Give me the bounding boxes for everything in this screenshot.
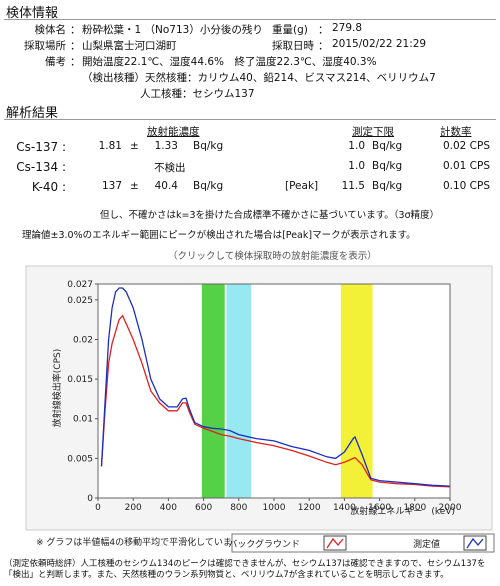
sep: ： <box>318 40 329 52</box>
rate: 0.02 CPS <box>442 140 490 152</box>
unit: Bq/kg <box>372 160 403 172</box>
plot-border <box>97 283 451 499</box>
x-tick-label: 600 <box>195 503 212 513</box>
y-axis-title: 放射線検出率(CPS) <box>51 349 63 427</box>
note: 但し、不確かさはk=3を掛けた合成標準不確かさに基づいています。（3σ精度） <box>100 210 440 221</box>
error: 1.33 <box>154 140 178 152</box>
remark: 人工核種：セシウム137 <box>140 88 255 100</box>
sep: ： <box>318 24 329 36</box>
sep: ： <box>70 40 81 52</box>
nuclide: Cs-134 : <box>16 160 66 174</box>
lld: 1.0 <box>348 140 365 152</box>
section-title: 検体情報 <box>6 6 59 21</box>
column-header: 計数率 <box>440 126 472 138</box>
x-tick-label: 1600 <box>368 503 391 513</box>
y-tick-label: 0.025 <box>67 296 93 306</box>
value: 粉砕松葉・1 （No713）小分後の残り <box>82 24 263 36</box>
label: 備考 <box>45 56 66 68</box>
value: 1.81 <box>98 140 122 152</box>
x-tick-label: 1200 <box>298 503 321 513</box>
x-tick-label: 400 <box>160 503 177 513</box>
series-line <box>100 287 451 487</box>
column-header: 放射能濃度 <box>147 126 200 138</box>
column-header: 測定下限 <box>352 126 394 138</box>
label: 検体名 <box>34 24 67 36</box>
legend-label: バックグラウンド <box>228 538 300 550</box>
rate: 0.10 CPS <box>442 180 490 192</box>
value: 不検出 <box>154 162 186 174</box>
nuclide: Cs-137 : <box>16 140 66 154</box>
x-tick-label: 2000 <box>439 503 462 513</box>
y-tick-label: 0.02 <box>73 335 93 345</box>
y-tick-label: 0.005 <box>67 454 93 464</box>
value: 山梨県富士河口湖町 <box>82 40 177 52</box>
unit: Bq/kg <box>193 140 224 152</box>
legend-icon <box>463 535 487 551</box>
value: 2015/02/22 21:29 <box>332 38 427 50</box>
value: 279.8 <box>332 22 363 34</box>
sep: ： <box>70 56 81 68</box>
y-tick-label: 0.027 <box>67 280 93 290</box>
energy-band <box>226 284 252 498</box>
legend-box <box>231 533 495 553</box>
legend-label: 測定値 <box>413 538 440 550</box>
peak-mark: [Peak] <box>285 180 319 192</box>
unit: Bq/kg <box>372 180 403 192</box>
divider <box>4 119 496 120</box>
x-tick-label: 0 <box>95 503 101 513</box>
chart: 放射線エネルギー (keV) 放射線検出率(CPS) ※ グラフは半値幅4の移動… <box>25 265 495 553</box>
label: 採取日時 <box>272 40 314 52</box>
x-tick-label: 1400 <box>333 503 356 513</box>
x-tick-label: 1000 <box>263 503 286 513</box>
y-tick-label: 0.015 <box>67 375 93 385</box>
remark: （検出核種）天然核種：カリウム40、鉛214、ビスマス214、ベリリウム7 <box>82 72 436 84</box>
series-line <box>100 314 451 488</box>
chart-note: ※ グラフは半値幅4の移動平均で平滑化しています <box>36 536 241 548</box>
legend-swatch <box>466 537 484 549</box>
pm: ± <box>130 180 139 192</box>
pm: ± <box>130 140 139 152</box>
y-tick-label: 0.01 <box>73 415 93 425</box>
value: 137 <box>101 180 122 192</box>
rate: 0.01 CPS <box>442 160 490 172</box>
label: 重量(g) <box>272 24 308 36</box>
legend-swatch <box>326 537 344 549</box>
section-title: 解析結果 <box>6 106 59 121</box>
x-axis-title: 放射線エネルギー (keV) <box>350 505 455 517</box>
legend-icon <box>323 535 347 551</box>
x-tick-label: 1800 <box>403 503 426 513</box>
x-tick-label: 800 <box>230 503 247 513</box>
label: 採取場所 <box>24 40 66 52</box>
error: 40.4 <box>154 180 178 192</box>
energy-band <box>340 284 373 498</box>
unit: Bq/kg <box>372 140 403 152</box>
y-tick-label: 0 <box>87 494 93 504</box>
note: 理論値±3.0%のエネルギー範囲にピークが検出された場合は[Peak]マークが表… <box>22 230 416 241</box>
footer: （測定依頼時総評）人工核種のセシウム134のピークは確認できませんが、セシウム1… <box>4 559 486 580</box>
lld: 11.5 <box>341 180 365 192</box>
sep: ： <box>70 24 81 36</box>
energy-band <box>201 284 225 498</box>
unit: Bq/kg <box>193 180 224 192</box>
divider <box>4 19 496 20</box>
link[interactable]: （クリックして検体採取時の放射能濃度を表示） <box>168 251 377 262</box>
remark: 開始温度22.1℃、湿度44.6% 終了温度22.3℃、湿度40.3% <box>82 56 377 68</box>
nuclide: K-40 : <box>31 180 66 194</box>
lld: 1.0 <box>348 160 365 172</box>
x-tick-label: 200 <box>125 503 142 513</box>
